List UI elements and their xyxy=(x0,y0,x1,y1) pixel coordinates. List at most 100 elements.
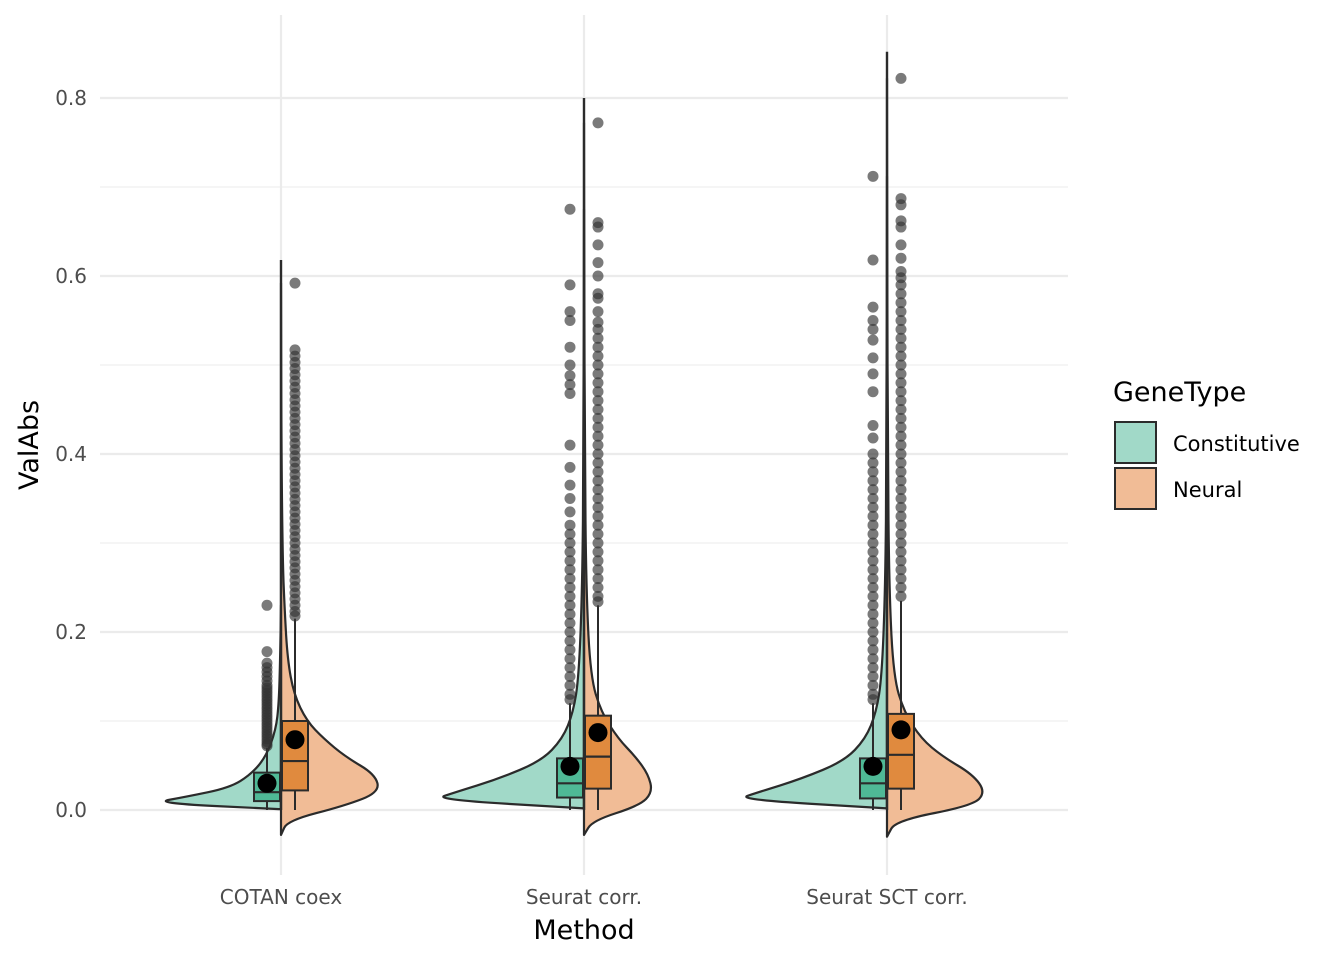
outlier-point xyxy=(592,430,604,442)
outlier-point xyxy=(592,386,604,398)
outlier-point xyxy=(592,475,604,487)
outlier-point xyxy=(895,421,907,433)
outlier-point xyxy=(564,203,576,215)
outlier-point xyxy=(592,484,604,496)
outlier-point xyxy=(261,740,273,752)
outlier-point xyxy=(592,493,604,504)
outlier-point xyxy=(564,315,576,326)
outlier-point xyxy=(592,350,604,362)
outlier-point xyxy=(564,671,576,682)
mean-point xyxy=(257,773,277,793)
outlier-point xyxy=(592,412,604,424)
mean-point xyxy=(560,756,580,776)
outlier-point xyxy=(895,582,907,593)
outlier-point xyxy=(592,270,604,282)
outlier-point xyxy=(564,528,576,540)
outlier-point xyxy=(895,72,907,84)
outlier-point xyxy=(564,564,576,576)
outlier-point xyxy=(895,297,907,309)
outlier-point xyxy=(895,315,907,326)
outlier-point xyxy=(592,117,604,129)
outlier-point xyxy=(564,537,576,549)
outlier-point xyxy=(261,646,273,658)
outlier-point xyxy=(867,493,879,504)
outlier-point xyxy=(592,292,604,304)
outlier-point xyxy=(867,352,879,364)
x-tick-label: COTAN coex xyxy=(220,885,343,909)
legend-key-constitutive xyxy=(1114,421,1157,464)
y-tick-label: 0.0 xyxy=(55,798,87,822)
outlier-point xyxy=(592,519,604,531)
outlier-point xyxy=(564,370,576,382)
outlier-point xyxy=(564,617,576,629)
outlier-point xyxy=(592,501,604,513)
outlier-point xyxy=(867,368,879,380)
outlier-point xyxy=(564,506,576,518)
outlier-point xyxy=(895,239,907,251)
outlier-point xyxy=(867,626,879,638)
outlier-point xyxy=(895,404,907,415)
outlier-point xyxy=(895,199,907,211)
outlier-point xyxy=(867,582,879,593)
outlier-point xyxy=(592,537,604,549)
outlier-point xyxy=(867,644,879,656)
outlier-point xyxy=(592,395,604,407)
outlier-point xyxy=(895,555,907,567)
outlier-point xyxy=(564,519,576,531)
outlier-point xyxy=(867,323,879,335)
outlier-point xyxy=(592,341,604,353)
outlier-point xyxy=(867,671,879,682)
outlier-point xyxy=(592,510,604,522)
outlier-point xyxy=(564,479,576,491)
outlier-point xyxy=(867,519,879,531)
y-tick-label: 0.4 xyxy=(55,442,87,466)
outlier-point xyxy=(895,590,907,602)
outlier-point xyxy=(867,694,879,706)
mean-points xyxy=(257,720,911,793)
outlier-point xyxy=(564,461,576,473)
outlier-point xyxy=(564,379,576,391)
y-axis-ticks: 0.0 0.2 0.4 0.6 0.8 xyxy=(55,86,87,822)
outlier-point xyxy=(867,432,879,444)
outlier-point xyxy=(592,377,604,389)
outlier-point xyxy=(867,254,879,266)
outlier-point xyxy=(895,350,907,362)
outlier-point xyxy=(895,288,907,300)
outlier-point xyxy=(867,315,879,326)
outlier-point xyxy=(895,359,907,371)
outlier-point xyxy=(592,421,604,433)
outlier-point xyxy=(867,599,879,611)
outlier-point xyxy=(564,279,576,291)
outlier-point xyxy=(564,359,576,371)
outlier-point xyxy=(867,170,879,182)
outlier-point xyxy=(592,439,604,451)
legend-title: GeneType xyxy=(1113,377,1246,408)
outlier-point xyxy=(867,653,879,665)
outlier-point xyxy=(867,679,879,691)
outlier-point xyxy=(564,590,576,602)
legend: GeneType Constitutive Neural xyxy=(1113,377,1300,510)
legend-label-neural: Neural xyxy=(1173,478,1242,502)
outlier-point xyxy=(289,277,301,289)
outlier-point xyxy=(867,555,879,567)
outlier-point xyxy=(564,635,576,647)
outlier-point xyxy=(592,564,604,576)
outlier-point xyxy=(261,599,273,611)
outlier-point xyxy=(895,368,907,380)
outlier-point xyxy=(895,537,907,549)
outlier-point xyxy=(895,395,907,407)
outlier-point xyxy=(867,420,879,432)
outlier-point xyxy=(592,359,604,371)
outlier-point xyxy=(564,493,576,504)
outlier-point xyxy=(592,239,604,251)
outlier-point xyxy=(895,412,907,424)
outlier-point xyxy=(895,306,907,318)
outlier-point xyxy=(895,386,907,398)
legend-key-neural xyxy=(1114,467,1157,510)
outlier-point xyxy=(592,306,604,318)
y-axis-title: ValAbs xyxy=(14,400,45,490)
outlier-point xyxy=(564,555,576,567)
outlier-point xyxy=(895,475,907,487)
outlier-point xyxy=(895,279,907,291)
